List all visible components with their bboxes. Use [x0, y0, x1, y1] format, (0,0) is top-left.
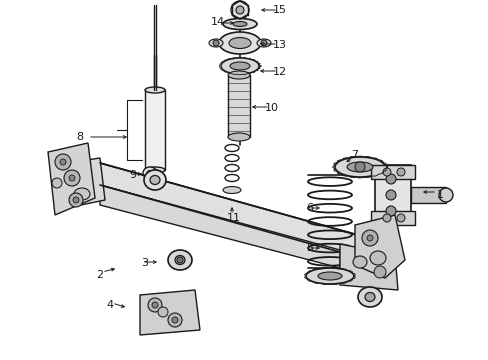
Ellipse shape: [352, 256, 366, 268]
Polygon shape: [354, 215, 404, 278]
Circle shape: [60, 159, 66, 165]
Text: 12: 12: [272, 67, 286, 77]
Text: 1: 1: [436, 190, 443, 200]
Ellipse shape: [257, 39, 270, 47]
Ellipse shape: [364, 292, 374, 302]
Bar: [370, 165, 414, 179]
Circle shape: [373, 266, 385, 278]
Ellipse shape: [317, 272, 341, 280]
Ellipse shape: [438, 188, 452, 202]
Circle shape: [158, 307, 168, 317]
Text: 14: 14: [210, 17, 224, 27]
Circle shape: [361, 230, 377, 246]
Ellipse shape: [232, 22, 246, 27]
Text: 2: 2: [96, 270, 103, 280]
Text: 15: 15: [272, 5, 286, 15]
Circle shape: [396, 214, 404, 222]
Text: 3: 3: [141, 258, 148, 268]
Circle shape: [354, 162, 364, 172]
Ellipse shape: [369, 251, 385, 265]
Circle shape: [213, 40, 219, 46]
Circle shape: [148, 298, 162, 312]
Ellipse shape: [229, 62, 249, 70]
Ellipse shape: [143, 170, 165, 190]
Circle shape: [73, 197, 79, 203]
Bar: [374, 165, 410, 225]
Polygon shape: [52, 158, 105, 210]
Polygon shape: [48, 143, 95, 215]
Circle shape: [261, 40, 266, 46]
Ellipse shape: [208, 39, 223, 47]
Polygon shape: [100, 185, 339, 268]
Polygon shape: [339, 244, 397, 290]
Circle shape: [396, 168, 404, 176]
Circle shape: [236, 6, 244, 14]
Ellipse shape: [227, 71, 249, 79]
Ellipse shape: [223, 186, 241, 194]
Ellipse shape: [357, 287, 381, 307]
Ellipse shape: [305, 268, 353, 284]
Ellipse shape: [221, 58, 259, 74]
Bar: [410, 187, 445, 203]
Circle shape: [52, 178, 62, 188]
Polygon shape: [100, 163, 364, 259]
Circle shape: [230, 1, 248, 19]
Ellipse shape: [168, 250, 192, 270]
Circle shape: [172, 317, 178, 323]
Ellipse shape: [175, 256, 184, 265]
Text: 11: 11: [226, 213, 241, 223]
Circle shape: [69, 175, 75, 181]
Ellipse shape: [223, 18, 257, 30]
Ellipse shape: [145, 87, 164, 93]
Circle shape: [385, 206, 395, 216]
Circle shape: [152, 302, 158, 308]
Text: 5: 5: [306, 243, 313, 253]
Text: 13: 13: [272, 40, 286, 50]
Circle shape: [168, 313, 182, 327]
Circle shape: [382, 214, 390, 222]
Ellipse shape: [146, 170, 163, 186]
Text: 9: 9: [129, 170, 136, 180]
Text: 4: 4: [106, 300, 113, 310]
Ellipse shape: [151, 175, 159, 181]
Ellipse shape: [227, 133, 249, 141]
Circle shape: [385, 174, 395, 184]
Ellipse shape: [219, 32, 261, 54]
Circle shape: [382, 168, 390, 176]
Text: 10: 10: [264, 103, 279, 113]
Polygon shape: [140, 290, 200, 335]
Ellipse shape: [147, 171, 153, 175]
Text: 8: 8: [76, 132, 83, 142]
Ellipse shape: [145, 167, 164, 173]
Text: 6: 6: [306, 203, 313, 213]
Ellipse shape: [142, 167, 157, 179]
Bar: [227, 75, 249, 137]
Circle shape: [64, 170, 80, 186]
Ellipse shape: [228, 37, 250, 49]
Text: 7: 7: [351, 150, 358, 160]
Circle shape: [69, 193, 83, 207]
Circle shape: [177, 257, 183, 263]
Ellipse shape: [346, 162, 372, 172]
Ellipse shape: [74, 188, 90, 200]
Ellipse shape: [150, 175, 160, 184]
Circle shape: [55, 154, 71, 170]
Bar: [370, 211, 414, 225]
Circle shape: [385, 190, 395, 200]
Bar: [145, 90, 164, 170]
Circle shape: [366, 235, 372, 241]
Ellipse shape: [334, 157, 384, 177]
